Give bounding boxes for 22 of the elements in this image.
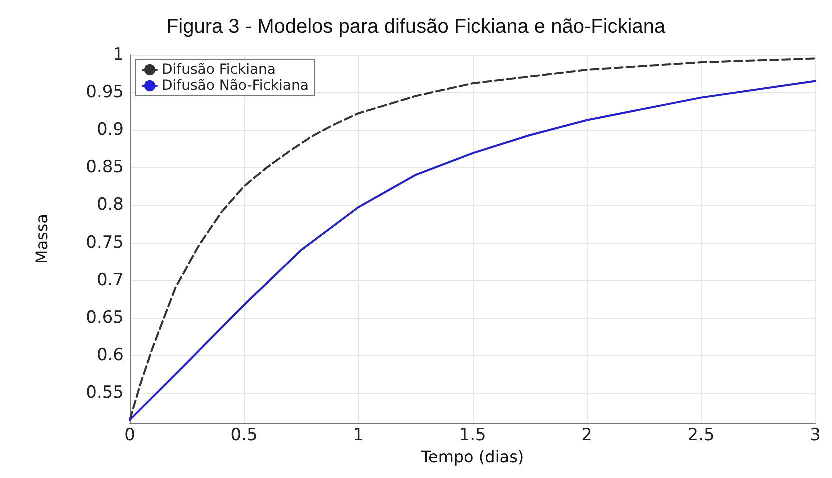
y-tick-label: 0.85: [86, 158, 124, 178]
x-tick-label: 0: [124, 426, 136, 446]
y-tick-label: 0.75: [86, 232, 124, 253]
legend-label: Difusão Fickiana: [162, 62, 276, 78]
x-tick-label: 2: [582, 426, 592, 446]
y-tick-label: 0.65: [86, 308, 124, 328]
y-tick-label: 0.6: [96, 345, 124, 366]
x-tick-label: 1.5: [459, 426, 486, 446]
y-tick-label: 0.9: [96, 120, 124, 140]
x-axis-title: Tempo (dias): [420, 448, 524, 466]
chart-title: Figura 3 - Modelos para difusão Fickiana e não-Fickiana: [166, 16, 666, 38]
y-tick-label: 0.7: [96, 270, 124, 290]
y-tick-label: 0.8: [96, 195, 124, 216]
x-tick-label: 0.5: [230, 426, 258, 446]
y-tick-label: 0.95: [86, 82, 124, 103]
x-tick-label: 1: [353, 426, 364, 446]
y-axis-title: Massa: [32, 214, 52, 264]
x-tick-label: 3: [810, 426, 822, 446]
y-tick-label: 1: [113, 45, 124, 65]
x-tick-label: 2.5: [688, 426, 715, 446]
y-tick-label: 0.55: [86, 383, 124, 404]
legend-label: Difusão Não-Fickiana: [162, 78, 309, 94]
